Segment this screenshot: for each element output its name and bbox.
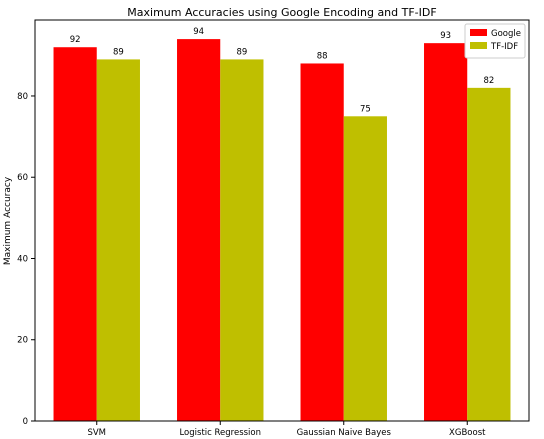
y-tick-label-0: 0 xyxy=(23,417,28,427)
bars-layer xyxy=(53,39,511,421)
y-tick-label-80: 80 xyxy=(17,92,28,102)
y-axis: 0 20 40 60 80 xyxy=(17,92,35,427)
bar-google-logistic-regression xyxy=(177,39,221,421)
data-label-google-svm: 92 xyxy=(70,35,81,45)
data-labels-layer: 92 89 94 89 88 75 93 82 xyxy=(70,27,495,114)
bar-google-xgboost xyxy=(424,43,468,421)
y-tick-label-60: 60 xyxy=(17,173,28,183)
x-axis: SVM Logistic Regression Gaussian Naive Bay… xyxy=(87,421,486,438)
bar-tf-idf-gaussian-naive-bayes xyxy=(343,116,387,421)
x-tick-label-svm: SVM xyxy=(87,428,106,438)
y-tick-label-40: 40 xyxy=(17,254,28,264)
legend-swatch-google xyxy=(470,29,487,36)
data-label-tf-idf-svm: 89 xyxy=(113,47,124,57)
data-label-tf-idf-logistic-regression: 89 xyxy=(236,47,247,57)
y-tick-label-20: 20 xyxy=(17,336,28,346)
bar-tf-idf-svm xyxy=(96,59,140,421)
legend-label-tf-idf: TF-IDF xyxy=(490,42,518,52)
x-tick-label-logistic-regression: Logistic Regression xyxy=(179,428,261,438)
y-axis-label: Maximum Accuracy xyxy=(3,176,13,265)
bar-google-gaussian-naive-bayes xyxy=(300,63,344,421)
data-label-google-logistic-regression: 94 xyxy=(193,27,204,37)
bar-google-svm xyxy=(53,47,97,421)
data-label-tf-idf-gaussian-naive-bayes: 75 xyxy=(360,104,371,114)
x-tick-label-xgboost: XGBoost xyxy=(449,428,486,438)
data-label-google-gaussian-naive-bayes: 88 xyxy=(317,51,328,61)
chart-title: Maximum Accuracies using Google Encoding… xyxy=(127,6,436,19)
bar-tf-idf-xgboost xyxy=(467,87,511,421)
legend: Google TF-IDF xyxy=(464,23,526,59)
x-tick-label-gaussian-naive-bayes: Gaussian Naive Bayes xyxy=(297,428,392,438)
legend-label-google: Google xyxy=(491,29,521,39)
legend-swatch-tf-idf xyxy=(470,42,487,49)
plot-frame xyxy=(34,19,530,422)
bar-tf-idf-logistic-regression xyxy=(220,59,264,421)
data-label-google-xgboost: 93 xyxy=(440,31,451,41)
data-label-tf-idf-xgboost: 82 xyxy=(483,76,494,86)
